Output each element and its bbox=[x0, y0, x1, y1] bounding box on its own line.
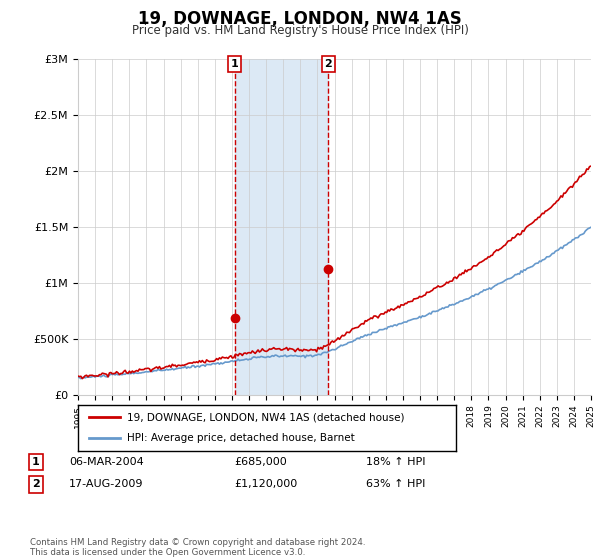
Text: £1,120,000: £1,120,000 bbox=[234, 479, 297, 489]
Text: Contains HM Land Registry data © Crown copyright and database right 2024.
This d: Contains HM Land Registry data © Crown c… bbox=[30, 538, 365, 557]
Text: 19, DOWNAGE, LONDON, NW4 1AS (detached house): 19, DOWNAGE, LONDON, NW4 1AS (detached h… bbox=[127, 412, 404, 422]
Text: Price paid vs. HM Land Registry's House Price Index (HPI): Price paid vs. HM Land Registry's House … bbox=[131, 24, 469, 36]
Text: 19, DOWNAGE, LONDON, NW4 1AS: 19, DOWNAGE, LONDON, NW4 1AS bbox=[138, 10, 462, 28]
Text: HPI: Average price, detached house, Barnet: HPI: Average price, detached house, Barn… bbox=[127, 433, 355, 444]
Text: 1: 1 bbox=[231, 59, 239, 69]
Bar bbox=[235, 59, 328, 395]
Text: 18% ↑ HPI: 18% ↑ HPI bbox=[366, 457, 425, 467]
Text: 2: 2 bbox=[324, 59, 332, 69]
Text: 63% ↑ HPI: 63% ↑ HPI bbox=[366, 479, 425, 489]
Text: 17-AUG-2009: 17-AUG-2009 bbox=[69, 479, 143, 489]
Text: 1: 1 bbox=[32, 457, 40, 467]
Text: £685,000: £685,000 bbox=[234, 457, 287, 467]
Text: 2: 2 bbox=[32, 479, 40, 489]
Text: 06-MAR-2004: 06-MAR-2004 bbox=[69, 457, 144, 467]
